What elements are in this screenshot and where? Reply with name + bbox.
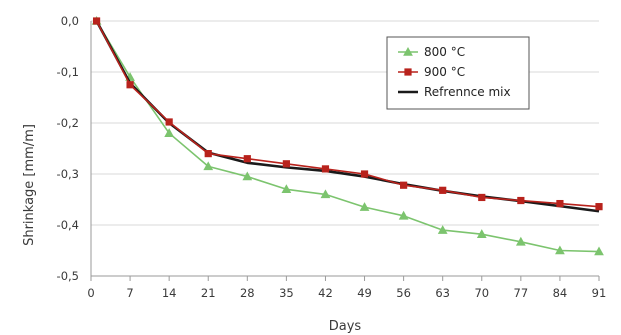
data-point [243,155,251,163]
series-line [95,20,600,208]
data-point [165,118,173,126]
data-point [164,128,175,137]
x-tick-label: 49 [357,286,372,300]
data-point [282,160,290,168]
y-tick-label: -0,2 [57,116,79,130]
y-tick-labels: 0,0 -0,1 -0,2 -0,3 -0,4 -0,5 [57,14,79,283]
series-layer [91,15,604,256]
x-tick-label: 63 [435,286,450,300]
series-line [95,20,600,253]
data-point [92,17,101,25]
y-tick-label: -0,3 [57,167,79,181]
data-point [203,161,214,171]
y-tick-label: -0,4 [57,218,79,232]
data-point [594,246,604,256]
x-tick-label: 0 [87,286,94,300]
data-point [281,184,292,194]
y-tick-label: -0,5 [57,269,79,283]
data-point [359,202,370,211]
x-tick-label: 21 [201,286,216,300]
x-tick-label: 7 [126,286,133,300]
legend-label: 800 °C [424,45,465,59]
x-tick-label: 42 [318,286,333,300]
data-point [398,210,409,220]
y-axis-label: Shrinkage [mm/m] [22,124,37,246]
data-point [204,150,212,158]
data-point [320,189,331,199]
data-point [437,225,448,234]
legend-label: 900 °C [424,65,465,79]
data-point [321,165,330,173]
x-tick-label: 77 [514,286,529,300]
data-point [360,170,369,178]
x-tick-label: 14 [162,286,177,300]
data-point [556,199,564,208]
x-tick-label: 84 [553,286,568,300]
x-tick-label: 70 [474,286,489,300]
data-point [404,68,412,76]
legend: 800 °C 900 °C Refrennce mix [386,36,530,110]
data-point [439,186,447,194]
data-point [555,245,565,255]
data-point [478,193,486,202]
data-point [515,236,526,246]
x-tick-label: 35 [279,286,294,300]
data-point [126,81,134,89]
data-point [400,181,408,189]
data-point [403,46,413,56]
axes [90,21,600,281]
x-axis-label: Days [329,319,362,334]
y-tick-label: 0,0 [61,14,79,28]
x-tick-label: 91 [592,286,607,300]
data-point [476,229,487,238]
data-point [595,203,603,211]
data-point [517,196,525,205]
x-tick-label: 28 [240,286,255,300]
x-tick-labels: 0 7 14 21 28 35 42 49 56 63 70 77 84 91 [87,286,606,300]
legend-label: Refrennce mix [424,85,511,99]
data-point [242,171,253,181]
y-tick-label: -0,1 [57,65,79,79]
x-tick-label: 56 [396,286,411,300]
